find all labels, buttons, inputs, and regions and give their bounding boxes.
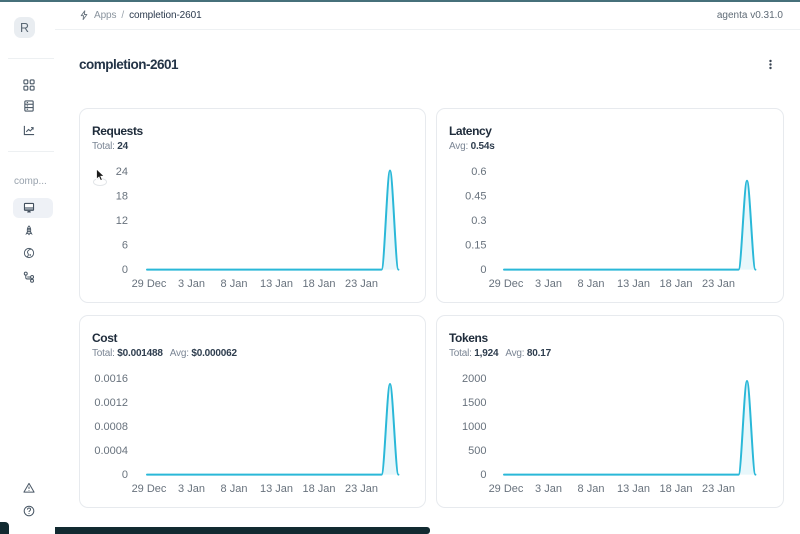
svg-text:8 Jan: 8 Jan <box>221 483 248 495</box>
svg-text:24: 24 <box>116 166 128 178</box>
svg-text:12: 12 <box>116 215 128 227</box>
svg-text:6: 6 <box>122 240 128 252</box>
svg-text:8 Jan: 8 Jan <box>578 483 605 495</box>
svg-text:0.6: 0.6 <box>471 166 486 178</box>
svg-text:0.0012: 0.0012 <box>94 397 128 409</box>
svg-text:29 Dec: 29 Dec <box>132 483 167 495</box>
svg-text:3 Jan: 3 Jan <box>178 483 205 495</box>
svg-text:500: 500 <box>468 445 486 457</box>
svg-text:3 Jan: 3 Jan <box>535 483 562 495</box>
svg-text:23 Jan: 23 Jan <box>702 278 735 290</box>
svg-text:18 Jan: 18 Jan <box>302 278 335 290</box>
svg-text:0.3: 0.3 <box>471 215 486 227</box>
svg-text:0: 0 <box>480 469 486 481</box>
svg-text:0.45: 0.45 <box>465 191 486 203</box>
svg-text:23 Jan: 23 Jan <box>345 278 378 290</box>
svg-text:8 Jan: 8 Jan <box>221 278 248 290</box>
svg-text:0: 0 <box>480 264 486 276</box>
svg-text:13 Jan: 13 Jan <box>617 483 650 495</box>
svg-text:23 Jan: 23 Jan <box>702 483 735 495</box>
svg-text:29 Dec: 29 Dec <box>489 483 524 495</box>
svg-text:13 Jan: 13 Jan <box>260 483 293 495</box>
svg-text:1500: 1500 <box>462 397 486 409</box>
svg-text:18 Jan: 18 Jan <box>302 483 335 495</box>
svg-text:8 Jan: 8 Jan <box>578 278 605 290</box>
svg-text:0.15: 0.15 <box>465 240 486 252</box>
svg-text:13 Jan: 13 Jan <box>617 278 650 290</box>
svg-text:13 Jan: 13 Jan <box>260 278 293 290</box>
svg-text:0.0004: 0.0004 <box>94 445 128 457</box>
svg-text:0.0008: 0.0008 <box>94 421 128 433</box>
svg-text:29 Dec: 29 Dec <box>132 278 167 290</box>
svg-text:0: 0 <box>122 264 128 276</box>
svg-text:1000: 1000 <box>462 421 486 433</box>
svg-text:3 Jan: 3 Jan <box>535 278 562 290</box>
svg-text:18 Jan: 18 Jan <box>659 278 692 290</box>
svg-text:23 Jan: 23 Jan <box>345 483 378 495</box>
svg-text:0: 0 <box>122 469 128 481</box>
svg-text:2000: 2000 <box>462 373 486 385</box>
svg-text:18 Jan: 18 Jan <box>659 483 692 495</box>
svg-text:18: 18 <box>116 191 128 203</box>
svg-text:0.0016: 0.0016 <box>94 373 128 385</box>
svg-text:29 Dec: 29 Dec <box>489 278 524 290</box>
svg-text:3 Jan: 3 Jan <box>178 278 205 290</box>
